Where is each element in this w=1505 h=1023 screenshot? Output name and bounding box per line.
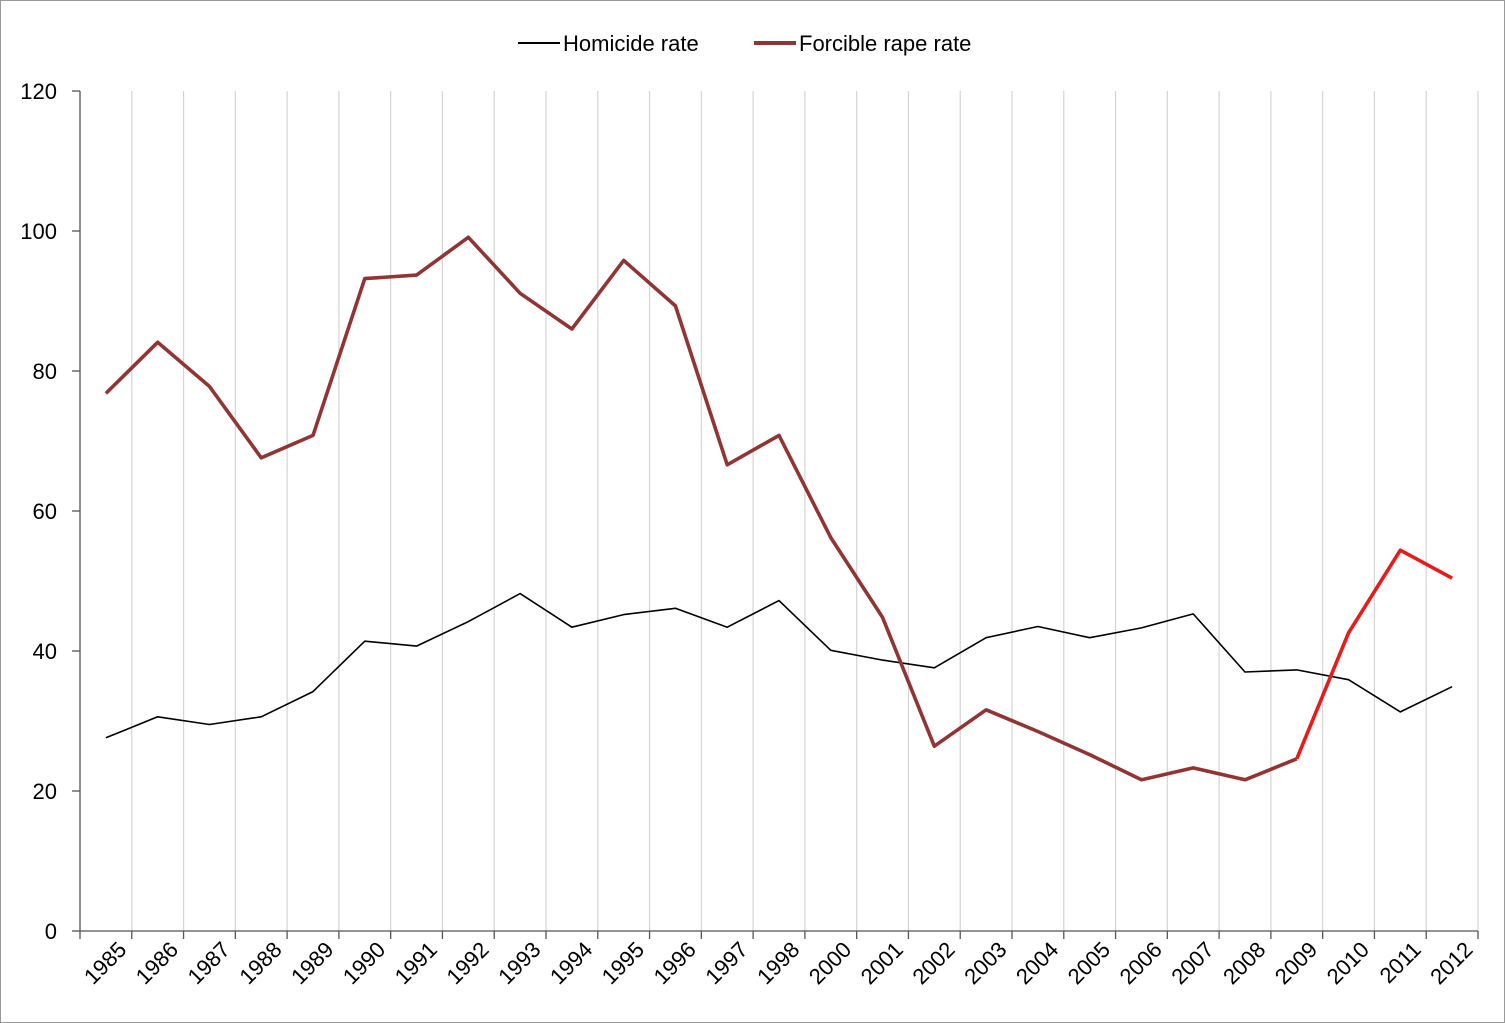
axes [72, 90, 1479, 939]
x-tick-label: 1989 [286, 937, 338, 989]
x-tick-label: 2000 [804, 937, 856, 989]
y-tick-label: 120 [20, 79, 57, 104]
x-tick-label: 1998 [752, 937, 804, 989]
x-tick-label: 1985 [79, 937, 131, 989]
legend-label-forcible-rape-rate: Forcible rape rate [799, 31, 971, 56]
series-line-highlight-1 [1295, 548, 1453, 760]
series-line-1 [104, 235, 1298, 782]
x-tick-label: 2005 [1063, 937, 1115, 989]
x-tick-label: 2012 [1425, 937, 1477, 989]
x-tick-label: 2009 [1270, 937, 1322, 989]
grid-lines [131, 91, 1479, 931]
y-tick-labels: 0 20 40 60 80 100 120 [20, 79, 57, 944]
x-tick-label: 1997 [700, 937, 752, 989]
y-tick-label: 80 [33, 359, 57, 384]
y-tick-label: 40 [33, 639, 57, 664]
x-tick-label: 2002 [907, 937, 959, 989]
x-tick-label: 2008 [1218, 937, 1270, 989]
x-tick-label: 1994 [545, 937, 597, 989]
y-tick-label: 0 [45, 919, 57, 944]
x-tick-label: 1986 [131, 937, 183, 989]
x-tick-label: 2001 [856, 937, 908, 989]
series-lines [104, 235, 1453, 782]
x-tick-label: 2006 [1115, 937, 1167, 989]
y-tick-label: 20 [33, 779, 57, 804]
x-tick-label: 2007 [1166, 937, 1218, 989]
x-tick-label: 1988 [234, 937, 286, 989]
y-tick-label: 100 [20, 219, 57, 244]
x-tick-label: 2010 [1322, 937, 1374, 989]
x-tick-label: 1991 [390, 937, 442, 989]
x-tick-label: 2011 [1375, 937, 1426, 988]
x-tick-label: 2004 [1011, 937, 1063, 989]
x-tick-label: 1987 [183, 937, 235, 989]
y-tick-label: 60 [33, 499, 57, 524]
x-tick-label: 1990 [338, 937, 390, 989]
x-tick-label: 2003 [959, 937, 1011, 989]
x-tick-labels: 1985 1986 1987 1988 1989 1990 1991 1992 1993 1994… [79, 937, 1478, 989]
legend: Homicide rate Forcible rape rate [518, 31, 971, 56]
x-tick-label: 1995 [597, 937, 649, 989]
x-tick-label: 1992 [441, 937, 493, 989]
series-line-0 [105, 592, 1453, 739]
x-tick-label: 1993 [493, 937, 545, 989]
legend-label-homicide-rate: Homicide rate [563, 31, 699, 56]
x-tick-label: 1996 [649, 937, 701, 989]
